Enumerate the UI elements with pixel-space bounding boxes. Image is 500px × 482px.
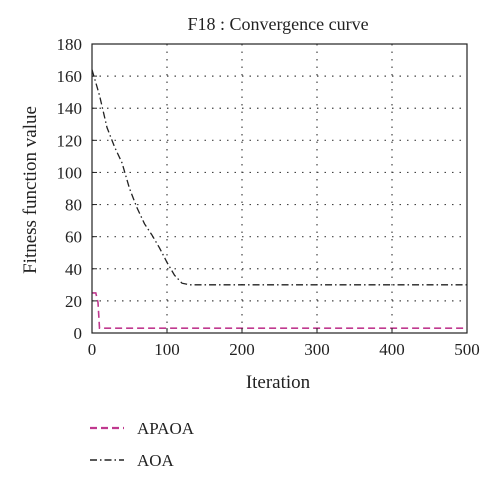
y-tick-label: 140 [57,99,83,118]
y-tick-label: 0 [74,324,83,343]
legend: APAOA AOA [90,419,195,470]
y-tick-label: 160 [57,67,83,86]
y-tick-label: 40 [65,260,82,279]
series-lines [91,69,467,330]
grid-lines [92,44,467,333]
chart-title: F18 : Convergence curve [187,14,368,34]
legend-label-apaoa: APAOA [137,419,195,438]
y-tick-label: 120 [57,131,83,150]
y-tick-label: 100 [57,163,83,182]
x-tick-label: 400 [379,340,405,359]
y-tick-label: 180 [57,35,83,54]
axis-ticks: 0 100 200 300 400 500 0 20 40 60 80 100 120 140 160 180 [57,35,480,359]
x-tick-label: 300 [304,340,330,359]
y-tick-label: 80 [65,196,82,215]
x-tick-label: 0 [88,340,97,359]
y-tick-label: 60 [65,228,82,247]
plot-frame [91,43,468,334]
x-tick-label: 200 [229,340,255,359]
x-axis-label: Iteration [246,372,311,393]
series-line-aoa [91,69,467,286]
legend-label-aoa: AOA [137,451,175,470]
x-tick-label: 500 [454,340,480,359]
y-tick-label: 20 [65,292,82,311]
y-axis-label: Fitness function value [20,106,41,274]
series-line-apaoa [92,292,467,330]
x-tick-label: 100 [154,340,180,359]
